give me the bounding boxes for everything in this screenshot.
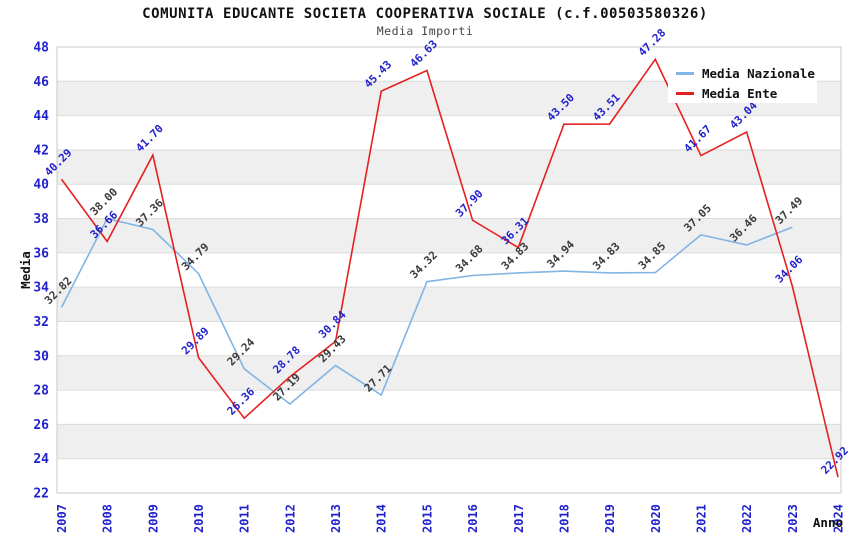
axis-ticks-layer: 22 24 26 28 30 32 34 36 38 40 42 44 46 48 2007 2008 2009… <box>33 41 845 534</box>
x-tick-label: 2017 <box>512 504 526 533</box>
data-label: 47.28 <box>636 26 669 59</box>
x-tick-label: 2021 <box>694 504 708 533</box>
gridlines-layer <box>56 46 842 494</box>
plot-bands-layer <box>57 81 841 459</box>
y-tick-label: 42 <box>33 143 49 158</box>
x-tick-label: 2014 <box>375 504 389 533</box>
x-tick-label: 2015 <box>420 504 434 533</box>
x-tick-label: 2024 <box>832 504 846 533</box>
y-tick-label: 22 <box>33 487 49 502</box>
legend-label-media-nazionale: Media Nazionale <box>702 66 815 81</box>
y-axis-title: Media <box>18 251 33 289</box>
data-label: 34.32 <box>407 249 440 282</box>
series-line-media-ente <box>60 57 839 478</box>
data-label: 37.90 <box>453 187 486 220</box>
data-label: 34.06 <box>773 253 806 286</box>
x-tick-label: 2018 <box>557 504 571 533</box>
plot-band <box>57 424 841 459</box>
plot-border <box>56 46 842 494</box>
data-label: 29.89 <box>179 325 212 358</box>
x-tick-label: 2008 <box>101 504 115 533</box>
plot-band <box>57 218 841 253</box>
plot-band <box>57 355 841 391</box>
x-tick-label: 2022 <box>740 504 754 533</box>
y-tick-label: 38 <box>33 212 49 227</box>
x-tick-label: 2016 <box>466 504 480 533</box>
chart-title: COMUNITA EDUCANTE SOCIETA COOPERATIVA SO… <box>142 6 708 22</box>
y-tick-label: 48 <box>33 41 49 56</box>
series-layer <box>60 57 839 478</box>
legend-box <box>668 61 817 103</box>
legend: Media Nazionale Media Ente <box>668 61 817 103</box>
y-tick-label: 28 <box>33 384 49 399</box>
x-tick-label: 2011 <box>238 504 252 533</box>
y-tick-label: 24 <box>33 452 49 467</box>
y-tick-label: 36 <box>33 246 49 261</box>
y-tick-label: 30 <box>33 349 49 364</box>
legend-label-media-ente: Media Ente <box>702 86 778 101</box>
plot-band <box>57 149 841 185</box>
y-tick-label: 32 <box>33 315 49 330</box>
y-tick-label: 44 <box>33 109 49 124</box>
plot-band <box>57 287 841 322</box>
y-tick-label: 40 <box>33 178 49 193</box>
x-tick-label: 2019 <box>603 504 617 533</box>
x-tick-label: 2020 <box>649 504 663 533</box>
y-tick-label: 26 <box>33 418 49 433</box>
x-tick-label: 2013 <box>329 504 343 533</box>
x-tick-label: 2009 <box>146 504 160 533</box>
data-label: 46.63 <box>407 37 440 70</box>
y-tick-label: 34 <box>33 281 49 296</box>
x-axis-title: Anno <box>813 515 843 530</box>
x-tick-label: 2023 <box>786 504 800 533</box>
chart-subtitle: Media Importi <box>376 24 474 38</box>
x-tick-label: 2007 <box>55 504 69 533</box>
y-tick-label: 46 <box>33 75 49 90</box>
x-tick-label: 2010 <box>192 504 206 533</box>
series-line-media-nazionale <box>60 217 793 405</box>
x-tick-label: 2012 <box>283 504 297 533</box>
